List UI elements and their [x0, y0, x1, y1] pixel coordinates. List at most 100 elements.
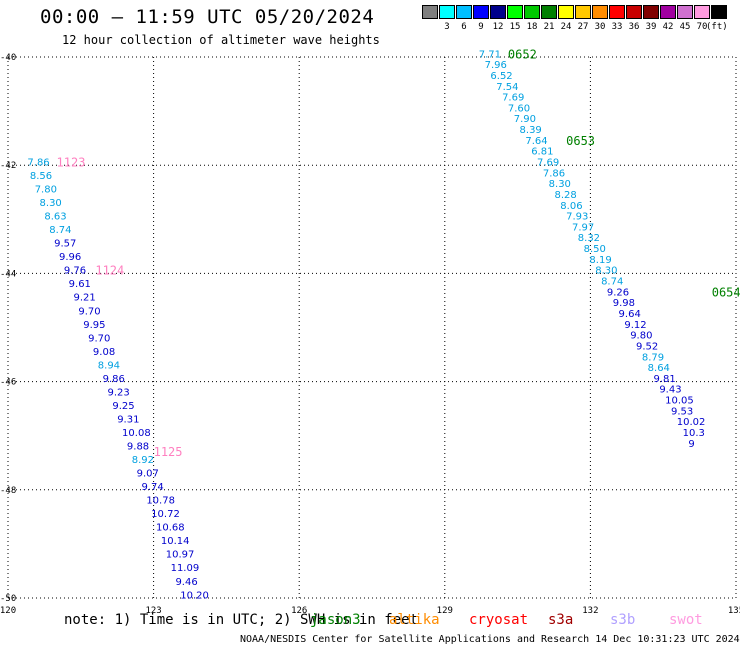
- swh-value-label: 9.96: [59, 252, 81, 263]
- swh-value-label: 8.74: [601, 277, 623, 288]
- swh-value-label: 7.90: [514, 114, 536, 125]
- legend-label: 6: [461, 22, 467, 32]
- legend-swatch: [677, 5, 693, 19]
- page-title: 00:00 — 11:59 UTC 05/20/2024: [40, 6, 375, 28]
- swh-value-label: 7.64: [525, 136, 547, 147]
- swh-value-label: 7.54: [496, 82, 518, 93]
- mission-label: altika: [389, 612, 440, 628]
- mission-label: swot: [669, 612, 703, 628]
- swh-value-label: 7.93: [566, 212, 588, 223]
- legend-label: 3: [444, 22, 450, 32]
- swh-value-label: 7.69: [502, 93, 524, 104]
- legend-unit: (ft): [706, 22, 728, 32]
- lat-tick-label: -48: [0, 486, 16, 496]
- legend-swatch: [422, 5, 438, 19]
- swh-value-label: 8.50: [584, 244, 606, 255]
- swh-value-label: 7.86: [543, 168, 565, 179]
- swh-value-label: 9.70: [78, 306, 100, 317]
- legend-swatch: [626, 5, 642, 19]
- swh-value-label: 9.25: [112, 401, 134, 412]
- swh-value-label: 8.56: [30, 171, 52, 182]
- pass-time-label: 1125: [154, 445, 183, 459]
- legend-swatch: [456, 5, 472, 19]
- legend-label: 27: [577, 22, 589, 32]
- legend-swatch: [694, 5, 710, 19]
- swh-value-label: 9.98: [613, 298, 635, 309]
- lat-tick-label: -40: [0, 53, 16, 63]
- swh-value-label: 9: [688, 439, 694, 450]
- legend-label: 42: [662, 22, 674, 32]
- swh-value-label: 9.88: [127, 442, 149, 453]
- swh-value-label: 7.60: [508, 103, 530, 114]
- swh-value-label: 10.08: [122, 428, 151, 439]
- legend-swatch: [507, 5, 523, 19]
- mission-label: jason3: [310, 612, 361, 628]
- swh-value-label: 9.12: [624, 320, 646, 331]
- legend-swatch: [660, 5, 676, 19]
- page-subtitle: 12 hour collection of altimeter wave hei…: [62, 33, 380, 47]
- swh-value-label: 8.30: [549, 179, 571, 190]
- swh-value-label: 10.72: [151, 509, 180, 520]
- swh-value-label: 9.70: [88, 333, 110, 344]
- legend-label: 45: [679, 22, 691, 32]
- swh-value-label: 9.80: [630, 331, 652, 342]
- swh-value-label: 9.46: [175, 577, 197, 588]
- swh-value-label: 8.30: [40, 198, 62, 209]
- legend-swatch: [575, 5, 591, 19]
- lat-tick-label: -46: [0, 378, 16, 388]
- swh-value-label: 8.92: [132, 455, 154, 466]
- legend-label: 18: [526, 22, 538, 32]
- units-note: note: 1) Time is in UTC; 2) SWH is in fe…: [64, 612, 419, 628]
- pass-time-label: 1123: [57, 155, 86, 169]
- pass-time-label: 0652: [508, 47, 537, 61]
- lon-tick-label: 123: [145, 606, 161, 616]
- mission-label: s3a: [548, 612, 574, 628]
- swh-value-label: 8.30: [595, 266, 617, 277]
- swh-value-label: 8.63: [44, 212, 66, 223]
- swh-value-label: 8.28: [554, 190, 576, 201]
- legend-label: 12: [492, 22, 504, 32]
- legend-label: 21: [543, 22, 555, 32]
- pass-time-label: 0653: [566, 134, 595, 148]
- lat-tick-label: -44: [0, 269, 16, 279]
- legend-swatch: [592, 5, 608, 19]
- swh-value-label: 7.97: [572, 222, 594, 233]
- swh-value-label: 10.14: [161, 536, 190, 547]
- swh-value-label: 9.81: [653, 374, 675, 385]
- legend-label: 36: [628, 22, 640, 32]
- swh-value-label: 7.96: [485, 60, 507, 71]
- legend-swatch: [711, 5, 727, 19]
- swh-value-label: 8.64: [648, 363, 670, 374]
- legend-label: 9: [478, 22, 484, 32]
- swh-value-label: 7.71: [479, 49, 501, 60]
- mission-label: cryosat: [469, 612, 529, 628]
- swh-value-label: 9.64: [619, 309, 641, 320]
- legend-swatch: [439, 5, 455, 19]
- legend-swatch: [643, 5, 659, 19]
- legend-swatch: [473, 5, 489, 19]
- swh-value-label: 8.94: [98, 360, 120, 371]
- legend-label: 70: [696, 22, 708, 32]
- lat-tick-label: -42: [0, 161, 16, 171]
- swh-value-label: 7.69: [537, 157, 559, 168]
- swh-value-label: 9.74: [141, 482, 163, 493]
- swh-value-label: 8.19: [589, 255, 611, 266]
- pass-time-label: 1124: [95, 264, 124, 278]
- swh-value-label: 6.81: [531, 147, 553, 158]
- swh-value-label: 10.02: [677, 417, 706, 428]
- swh-value-label: 8.32: [578, 233, 600, 244]
- lat-tick-label: -50: [0, 594, 16, 604]
- legend-swatch: [490, 5, 506, 19]
- lon-tick-label: 120: [0, 606, 16, 616]
- swh-value-label: 8.39: [520, 125, 542, 136]
- legend-swatch: [541, 5, 557, 19]
- swh-value-label: 8.06: [560, 201, 582, 212]
- lon-tick-label: 126: [291, 606, 307, 616]
- lon-tick-label: 135: [728, 606, 740, 616]
- swh-value-label: 10.78: [146, 496, 175, 507]
- swh-value-label: 9.08: [93, 347, 115, 358]
- pass-time-label: 0654: [712, 285, 740, 299]
- lon-tick-label: 132: [582, 606, 598, 616]
